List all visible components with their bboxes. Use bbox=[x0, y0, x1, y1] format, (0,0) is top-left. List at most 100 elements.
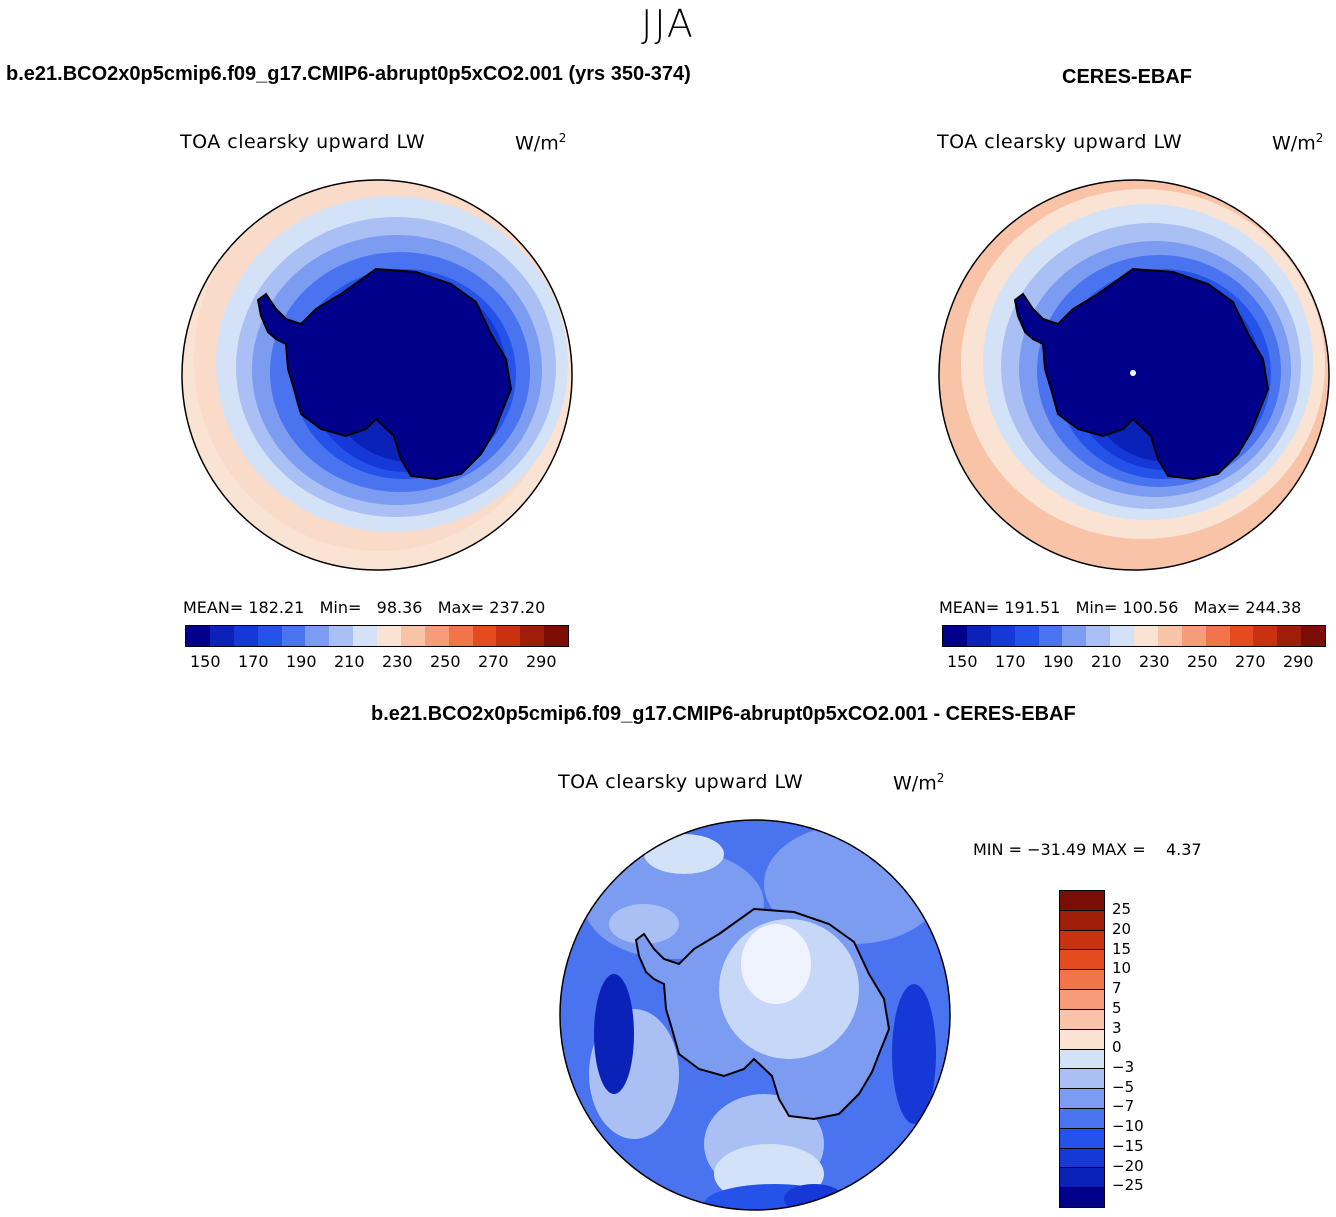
colorbar-tick: −25 bbox=[1112, 1176, 1144, 1194]
colorbar-swatch bbox=[1060, 909, 1104, 930]
colorbar-swatch bbox=[1060, 1008, 1104, 1029]
diff-stats: MIN = −31.49 MAX = 4.37 bbox=[973, 840, 1202, 859]
colorbar-tick: 20 bbox=[1112, 920, 1132, 938]
colorbar-tick: 190 bbox=[286, 652, 317, 671]
colorbar-swatch bbox=[329, 626, 354, 646]
colorbar-tick: 250 bbox=[430, 652, 461, 671]
model-stats: MEAN= 182.21 Min= 98.36 Max= 237.20 bbox=[183, 598, 546, 617]
colorbar-tick: 5 bbox=[1112, 999, 1122, 1017]
colorbar-swatch bbox=[1181, 626, 1206, 646]
colorbar-swatch bbox=[1060, 929, 1104, 950]
colorbar-tick: 15 bbox=[1112, 940, 1132, 958]
colorbar-swatch bbox=[1229, 626, 1254, 646]
colorbar-swatch bbox=[424, 626, 449, 646]
obs-variable-label: TOA clearsky upward LW bbox=[937, 131, 1183, 153]
diff-variable-label: TOA clearsky upward LW bbox=[558, 771, 804, 793]
colorbar-swatch bbox=[1060, 1068, 1104, 1089]
colorbar-swatch bbox=[1060, 891, 1104, 910]
colorbar-swatch bbox=[472, 626, 497, 646]
diff-units: W/m2 bbox=[893, 771, 945, 795]
colorbar-swatch bbox=[1060, 1028, 1104, 1049]
obs-pole-marker bbox=[1130, 370, 1136, 376]
model-map-border bbox=[181, 179, 573, 571]
model-units: W/m2 bbox=[515, 131, 567, 155]
colorbar-swatch bbox=[1301, 626, 1325, 646]
obs-units: W/m2 bbox=[1272, 131, 1324, 155]
colorbar-swatch bbox=[544, 626, 568, 646]
colorbar-swatch bbox=[1277, 626, 1302, 646]
colorbar-swatch bbox=[1062, 626, 1087, 646]
obs-case-title: CERES-EBAF bbox=[1062, 66, 1193, 88]
colorbar-swatch bbox=[1060, 1147, 1104, 1168]
colorbar-tick: 150 bbox=[190, 652, 221, 671]
colorbar-swatch bbox=[1060, 949, 1104, 970]
colorbar-swatch bbox=[966, 626, 991, 646]
diff-colorbar bbox=[1059, 890, 1105, 1208]
colorbar-tick: 290 bbox=[1283, 652, 1314, 671]
diff-interior-anomaly-core bbox=[741, 924, 811, 1004]
colorbar-tick: 230 bbox=[1139, 652, 1170, 671]
colorbar-swatch bbox=[257, 626, 282, 646]
obs-polar-map bbox=[938, 179, 1330, 571]
colorbar-tick: 190 bbox=[1043, 652, 1074, 671]
obs-map-border bbox=[938, 179, 1330, 571]
colorbar-tick: 170 bbox=[995, 652, 1026, 671]
obs-antarctica-continent bbox=[1013, 267, 1270, 481]
colorbar-swatch bbox=[305, 626, 330, 646]
colorbar-swatch bbox=[448, 626, 473, 646]
colorbar-swatch bbox=[520, 626, 545, 646]
colorbar-swatch bbox=[1060, 969, 1104, 990]
colorbar-tick: 7 bbox=[1112, 979, 1122, 997]
colorbar-tick: 150 bbox=[947, 652, 978, 671]
colorbar-swatch bbox=[1157, 626, 1182, 646]
colorbar-swatch bbox=[1060, 1167, 1104, 1188]
colorbar-tick: 10 bbox=[1112, 959, 1132, 977]
colorbar-swatch bbox=[1038, 626, 1063, 646]
colorbar-tick: −15 bbox=[1112, 1137, 1144, 1155]
colorbar-swatch bbox=[1060, 1187, 1104, 1207]
colorbar-tick: −20 bbox=[1112, 1157, 1144, 1175]
colorbar-swatch bbox=[377, 626, 401, 646]
colorbar-tick: 3 bbox=[1112, 1019, 1122, 1037]
colorbar-tick: −10 bbox=[1112, 1117, 1144, 1135]
colorbar-tick: 210 bbox=[334, 652, 365, 671]
diff-map-border bbox=[559, 819, 951, 1211]
colorbar-swatch bbox=[281, 626, 306, 646]
obs-colorbar bbox=[942, 625, 1326, 647]
colorbar-tick: 210 bbox=[1091, 652, 1122, 671]
colorbar-swatch bbox=[1060, 1088, 1104, 1108]
colorbar-tick: 250 bbox=[1187, 652, 1218, 671]
colorbar-tick: 270 bbox=[478, 652, 509, 671]
colorbar-swatch bbox=[1086, 626, 1111, 646]
colorbar-swatch bbox=[1060, 1048, 1104, 1069]
colorbar-swatch bbox=[1060, 1107, 1104, 1128]
model-polar-map bbox=[181, 179, 573, 571]
colorbar-tick: −7 bbox=[1112, 1097, 1135, 1115]
colorbar-swatch bbox=[1134, 626, 1158, 646]
diff-polar-map bbox=[559, 819, 951, 1211]
colorbar-swatch bbox=[1205, 626, 1230, 646]
model-antarctica-continent bbox=[256, 267, 513, 481]
colorbar-tick: 0 bbox=[1112, 1038, 1122, 1056]
colorbar-swatch bbox=[1060, 989, 1104, 1009]
colorbar-swatch bbox=[353, 626, 377, 646]
colorbar-tick: −3 bbox=[1112, 1058, 1135, 1076]
colorbar-tick: 270 bbox=[1235, 652, 1266, 671]
model-variable-label: TOA clearsky upward LW bbox=[180, 131, 426, 153]
colorbar-swatch bbox=[1014, 626, 1039, 646]
colorbar-tick: 25 bbox=[1112, 900, 1132, 918]
colorbar-swatch bbox=[990, 626, 1015, 646]
colorbar-tick: 230 bbox=[382, 652, 413, 671]
colorbar-swatch bbox=[233, 626, 258, 646]
colorbar-tick: −5 bbox=[1112, 1078, 1135, 1096]
colorbar-tick: 290 bbox=[526, 652, 557, 671]
colorbar-swatch bbox=[209, 626, 234, 646]
colorbar-swatch bbox=[186, 626, 210, 646]
colorbar-swatch bbox=[1253, 626, 1278, 646]
obs-stats: MEAN= 191.51 Min= 100.56 Max= 244.38 bbox=[939, 598, 1302, 617]
colorbar-swatch bbox=[1110, 626, 1134, 646]
diff-case-title: b.e21.BCO2x0p5cmip6.f09_g17.CMIP6-abrupt… bbox=[371, 703, 1076, 725]
colorbar-tick: 170 bbox=[238, 652, 269, 671]
colorbar-swatch bbox=[496, 626, 521, 646]
model-colorbar bbox=[185, 625, 569, 647]
